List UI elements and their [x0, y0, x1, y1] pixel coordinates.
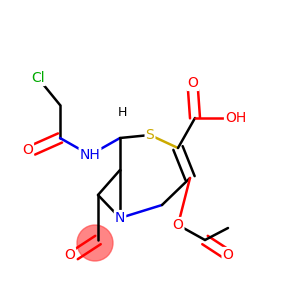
Circle shape — [77, 225, 113, 261]
Text: OH: OH — [225, 111, 246, 125]
Text: NH: NH — [80, 148, 100, 162]
Text: N: N — [115, 211, 125, 225]
Text: O: O — [188, 76, 198, 90]
Text: Cl: Cl — [31, 71, 45, 85]
Text: O: O — [223, 248, 233, 262]
Text: O: O — [172, 218, 183, 232]
Text: O: O — [22, 143, 33, 157]
Text: S: S — [146, 128, 154, 142]
Text: H: H — [117, 106, 127, 118]
Text: O: O — [64, 248, 75, 262]
